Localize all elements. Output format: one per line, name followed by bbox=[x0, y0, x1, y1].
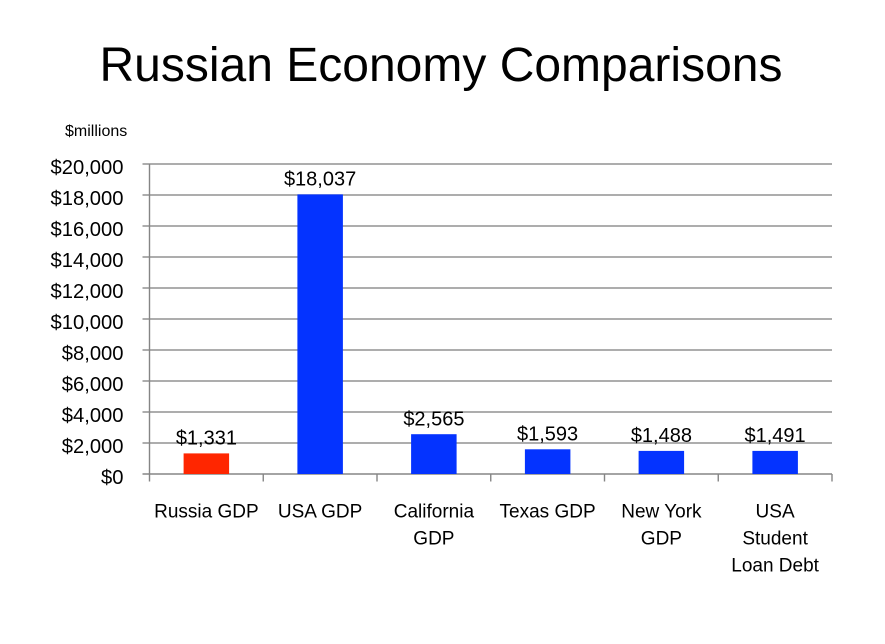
svg-text:$1,491: $1,491 bbox=[745, 425, 806, 447]
svg-text:$millions: $millions bbox=[65, 123, 127, 140]
svg-text:$20,000: $20,000 bbox=[51, 157, 124, 179]
svg-text:$4,000: $4,000 bbox=[62, 405, 124, 427]
svg-text:GDP: GDP bbox=[641, 529, 682, 550]
svg-text:$0: $0 bbox=[101, 467, 123, 489]
svg-text:Student: Student bbox=[742, 529, 808, 550]
svg-text:$6,000: $6,000 bbox=[62, 374, 124, 396]
svg-text:$1,593: $1,593 bbox=[517, 424, 578, 446]
svg-text:USA GDP: USA GDP bbox=[278, 502, 362, 523]
svg-text:$2,565: $2,565 bbox=[403, 409, 464, 431]
svg-text:$12,000: $12,000 bbox=[51, 281, 124, 303]
svg-text:New York: New York bbox=[621, 502, 702, 523]
svg-text:$16,000: $16,000 bbox=[51, 219, 124, 241]
svg-text:GDP: GDP bbox=[413, 529, 454, 550]
svg-text:$18,037: $18,037 bbox=[284, 169, 356, 191]
svg-text:$18,000: $18,000 bbox=[51, 188, 124, 210]
svg-text:Texas GDP: Texas GDP bbox=[500, 502, 596, 523]
svg-text:California: California bbox=[394, 502, 475, 523]
svg-text:$10,000: $10,000 bbox=[51, 312, 124, 334]
svg-text:USA: USA bbox=[756, 502, 795, 523]
svg-text:$1,488: $1,488 bbox=[631, 425, 692, 447]
svg-text:$2,000: $2,000 bbox=[62, 436, 124, 458]
svg-text:$14,000: $14,000 bbox=[51, 250, 124, 272]
svg-text:Loan Debt: Loan Debt bbox=[731, 556, 819, 577]
svg-text:Russian Economy Comparisons: Russian Economy Comparisons bbox=[100, 39, 783, 92]
svg-text:$1,331: $1,331 bbox=[176, 428, 237, 450]
svg-text:Russia GDP: Russia GDP bbox=[154, 502, 259, 523]
svg-text:$8,000: $8,000 bbox=[62, 343, 124, 365]
